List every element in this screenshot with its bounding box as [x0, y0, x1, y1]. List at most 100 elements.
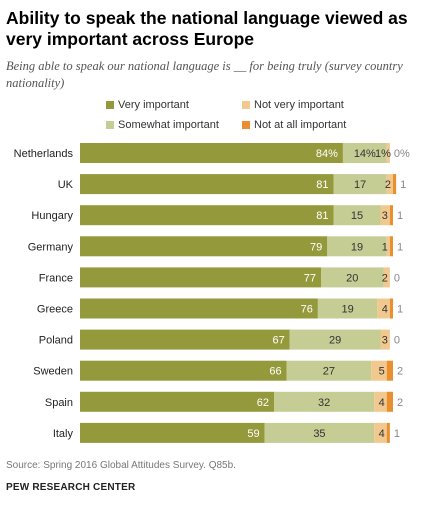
bar-not-very-important-italy: [374, 422, 387, 443]
category-label-hungary: Hungary: [31, 210, 73, 222]
data-label-very-important-hungary: 81: [316, 210, 328, 222]
data-label-not-very-important-italy: 4: [379, 428, 385, 440]
data-label-somewhat-important-uk: 17: [354, 179, 366, 191]
bar-not-very-important-spain: [374, 391, 387, 412]
bar-not-at-all-important-greece: [389, 298, 393, 319]
data-label-not-at-all-important-hungary: 1: [397, 210, 403, 222]
data-label-somewhat-important-france: 20: [346, 272, 358, 284]
legend-item-not-very-important: Not very important: [242, 99, 344, 111]
category-label-uk: UK: [58, 179, 74, 191]
category-label-spain: Spain: [45, 397, 73, 409]
data-label-not-very-important-hungary: 3: [382, 210, 388, 222]
bar-not-at-all-important-germany: [389, 236, 393, 257]
data-label-very-important-uk: 81: [316, 179, 328, 191]
bar-not-very-important-uk: [386, 174, 393, 195]
chart-legend: Very important Not very important Somewh…: [106, 99, 406, 139]
bar-very-important-france: [80, 267, 322, 288]
legend-swatch-somewhat-important: [106, 121, 114, 129]
legend-item-somewhat-important: Somewhat important: [106, 119, 219, 131]
data-label-very-important-netherlands: 84%: [316, 148, 338, 160]
data-label-very-important-poland: 67: [272, 335, 284, 347]
data-label-not-very-important-sweden: 5: [379, 366, 385, 378]
bar-very-important-uk: [80, 174, 334, 195]
data-label-very-important-greece: 76: [301, 304, 313, 316]
data-label-not-very-important-germany: 1: [382, 241, 388, 253]
data-label-not-very-important-spain: 4: [379, 397, 385, 409]
bar-very-important-hungary: [80, 205, 334, 226]
data-label-very-important-germany: 79: [310, 241, 322, 253]
category-label-germany: Germany: [28, 241, 74, 253]
data-label-very-important-italy: 59: [247, 428, 259, 440]
bar-somewhat-important-poland: [289, 329, 381, 350]
bar-not-very-important-poland: [380, 329, 390, 350]
data-label-somewhat-important-sweden: 27: [323, 366, 335, 378]
data-label-somewhat-important-hungary: 15: [351, 210, 363, 222]
bar-not-very-important-netherlands: [386, 143, 390, 163]
bar-not-at-all-important-italy: [386, 422, 390, 443]
data-label-not-at-all-important-germany: 1: [397, 241, 403, 253]
bar-very-important-sweden: [80, 360, 287, 381]
bar-very-important-germany: [80, 236, 328, 257]
bar-not-very-important-sweden: [371, 360, 387, 381]
bar-somewhat-important-spain: [274, 391, 375, 412]
bar-somewhat-important-germany: [327, 236, 387, 257]
bar-somewhat-important-netherlands: [342, 143, 387, 163]
category-label-greece: Greece: [37, 304, 73, 316]
legend-label-not-very-important: Not very important: [254, 99, 344, 111]
chart-title: Ability to speak the national language v…: [6, 8, 408, 49]
bar-somewhat-important-france: [321, 267, 384, 288]
data-label-not-at-all-important-italy: 1: [394, 428, 400, 440]
data-label-not-at-all-important-sweden: 2: [397, 366, 403, 378]
bar-somewhat-important-hungary: [333, 205, 381, 226]
bar-not-very-important-hungary: [380, 205, 390, 226]
bar-somewhat-important-sweden: [286, 360, 372, 381]
organization-credit: PEW RESEARCH CENTER: [6, 482, 136, 493]
data-label-not-very-important-uk: 2: [385, 179, 391, 191]
data-label-very-important-spain: 62: [257, 397, 269, 409]
legend-label-very-important: Very important: [118, 99, 189, 111]
source-note: Source: Spring 2016 Global Attitudes Sur…: [6, 460, 236, 471]
bar-not-very-important-france: [383, 267, 390, 288]
bar-very-important-spain: [80, 391, 275, 412]
legend-label-not-at-all-important: Not at all important: [254, 119, 347, 131]
category-label-netherlands: Netherlands: [14, 148, 74, 160]
bar-not-at-all-important-hungary: [389, 205, 393, 226]
bar-not-at-all-important-sweden: [386, 360, 393, 381]
bar-very-important-netherlands: [80, 143, 343, 163]
data-label-not-at-all-important-spain: 2: [397, 397, 403, 409]
bar-not-very-important-germany: [386, 236, 390, 257]
bar-somewhat-important-uk: [333, 174, 387, 195]
data-label-not-very-important-greece: 4: [382, 304, 388, 316]
data-label-somewhat-important-germany: 19: [351, 241, 363, 253]
data-label-somewhat-important-poland: 29: [329, 335, 341, 347]
legend-swatch-very-important: [106, 101, 114, 109]
data-label-somewhat-important-spain: 32: [318, 397, 330, 409]
data-label-somewhat-important-greece: 19: [341, 304, 353, 316]
data-label-not-at-all-important-uk: 1: [400, 179, 406, 191]
data-label-somewhat-important-italy: 35: [313, 428, 325, 440]
bar-very-important-greece: [80, 298, 318, 319]
data-label-not-at-all-important-poland: 0: [394, 335, 400, 347]
legend-label-somewhat-important: Somewhat important: [118, 119, 219, 131]
legend-swatch-not-at-all-important: [242, 121, 250, 129]
data-label-very-important-sweden: 66: [269, 366, 281, 378]
bar-somewhat-important-italy: [264, 422, 375, 443]
bar-not-at-all-important-spain: [386, 391, 393, 412]
bar-somewhat-important-greece: [317, 298, 378, 319]
category-label-poland: Poland: [39, 335, 73, 347]
chart-subtitle: Being able to speak our national languag…: [6, 59, 403, 90]
category-label-italy: Italy: [53, 428, 74, 440]
category-label-france: France: [39, 272, 73, 284]
data-label-not-very-important-france: 2: [382, 272, 388, 284]
data-label-not-at-all-important-greece: 1: [397, 304, 403, 316]
bar-not-at-all-important-uk: [393, 174, 397, 195]
bar-very-important-poland: [80, 329, 290, 350]
legend-item-not-at-all-important: Not at all important: [242, 119, 346, 131]
bar-not-very-important-greece: [377, 298, 390, 319]
data-label-not-very-important-netherlands: 1%: [375, 148, 391, 160]
bar-very-important-italy: [80, 422, 265, 443]
legend-swatch-not-very-important: [242, 101, 250, 109]
data-label-not-at-all-important-france: 0: [394, 272, 400, 284]
data-label-somewhat-important-netherlands: 14%: [354, 148, 376, 160]
